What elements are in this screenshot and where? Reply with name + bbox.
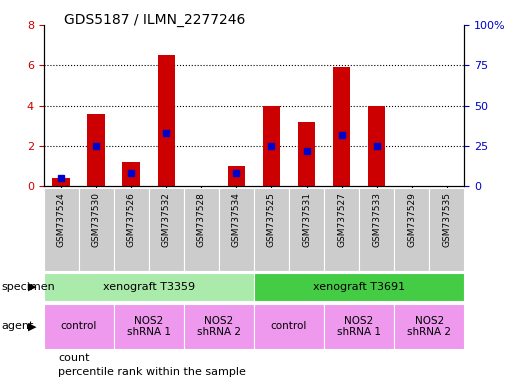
- Text: ▶: ▶: [28, 321, 37, 331]
- Text: xenograft T3359: xenograft T3359: [103, 282, 195, 292]
- Text: GSM737527: GSM737527: [337, 192, 346, 247]
- Text: count: count: [58, 353, 89, 363]
- Bar: [368, 106, 385, 186]
- Bar: [289, 188, 324, 271]
- Text: GDS5187 / ILMN_2277246: GDS5187 / ILMN_2277246: [64, 13, 246, 27]
- Text: GSM737529: GSM737529: [407, 192, 416, 247]
- Bar: [114, 188, 149, 271]
- Bar: [52, 178, 70, 186]
- Bar: [184, 304, 254, 349]
- Text: GSM737528: GSM737528: [197, 192, 206, 247]
- Bar: [228, 166, 245, 186]
- Text: GSM737526: GSM737526: [127, 192, 136, 247]
- Text: NOS2
shRNA 2: NOS2 shRNA 2: [407, 316, 451, 337]
- Bar: [333, 67, 350, 186]
- Text: NOS2
shRNA 1: NOS2 shRNA 1: [127, 316, 171, 337]
- Bar: [149, 188, 184, 271]
- Bar: [324, 188, 359, 271]
- Bar: [219, 188, 254, 271]
- Bar: [324, 304, 394, 349]
- Bar: [123, 162, 140, 186]
- Text: GSM737534: GSM737534: [232, 192, 241, 247]
- Bar: [78, 188, 114, 271]
- Bar: [157, 55, 175, 186]
- Text: percentile rank within the sample: percentile rank within the sample: [58, 366, 246, 377]
- Bar: [44, 304, 114, 349]
- Text: control: control: [61, 321, 97, 331]
- Bar: [394, 304, 464, 349]
- Text: specimen: specimen: [1, 282, 55, 292]
- Bar: [263, 106, 280, 186]
- Bar: [114, 304, 184, 349]
- Bar: [184, 188, 219, 271]
- Text: NOS2
shRNA 1: NOS2 shRNA 1: [337, 316, 381, 337]
- Bar: [44, 273, 254, 301]
- Text: GSM737533: GSM737533: [372, 192, 381, 247]
- Text: NOS2
shRNA 2: NOS2 shRNA 2: [197, 316, 241, 337]
- Text: GSM737524: GSM737524: [56, 192, 66, 247]
- Bar: [298, 122, 315, 186]
- Text: control: control: [271, 321, 307, 331]
- Text: GSM737531: GSM737531: [302, 192, 311, 247]
- Bar: [394, 188, 429, 271]
- Bar: [429, 188, 464, 271]
- Text: GSM737532: GSM737532: [162, 192, 171, 247]
- Text: GSM737525: GSM737525: [267, 192, 276, 247]
- Bar: [254, 188, 289, 271]
- Bar: [44, 188, 78, 271]
- Text: agent: agent: [1, 321, 33, 331]
- Text: GSM737530: GSM737530: [92, 192, 101, 247]
- Text: ▶: ▶: [28, 282, 37, 292]
- Bar: [87, 114, 105, 186]
- Text: xenograft T3691: xenograft T3691: [313, 282, 405, 292]
- Text: GSM737535: GSM737535: [442, 192, 451, 247]
- Bar: [254, 273, 464, 301]
- Bar: [254, 304, 324, 349]
- Bar: [359, 188, 394, 271]
